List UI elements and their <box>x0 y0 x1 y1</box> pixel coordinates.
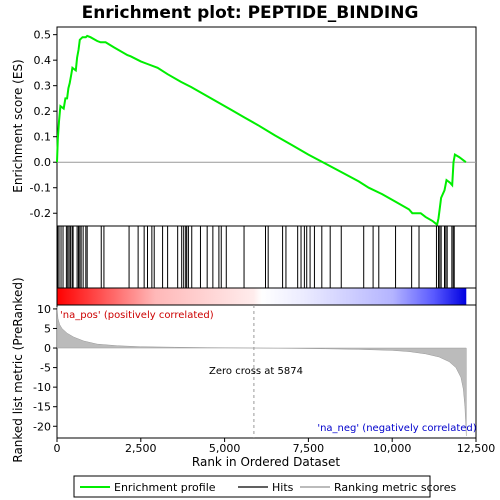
x-tick-label: 5,000 <box>209 442 241 455</box>
legend-metric-label: Ranking metric scores <box>334 481 456 494</box>
metric-ytick-label: -10 <box>33 381 51 394</box>
es-plot-frame <box>56 26 477 227</box>
metric-panel: -20 -15 -10 -5 0 5 10 'na_pos' (positively cor… <box>11 277 477 462</box>
metric-ytick-label: 0 <box>44 342 51 355</box>
chart-title: Enrichment plot: PEPTIDE_BINDING <box>82 3 419 23</box>
es-ytick-label: 0.4 <box>34 54 52 67</box>
zero-cross-label: Zero cross at 5874 <box>209 366 303 377</box>
legend: Enrichment profile Hits Ranking metric s… <box>73 475 456 498</box>
x-tick-label: 12,500 <box>457 442 496 455</box>
es-ytick-label: -0.1 <box>30 182 51 195</box>
na-neg-label: 'na_neg' (negatively correlated) <box>317 423 476 434</box>
x-tick-label: 2,500 <box>125 442 157 455</box>
x-tick-label: 10,000 <box>373 442 412 455</box>
es-ytick-label: 0.2 <box>34 105 52 118</box>
es-ytick-label: 0.5 <box>34 29 52 42</box>
es-panel: -0.2 -0.1 0.0 0.1 0.2 0.3 0.4 0.5 Enrichment sc… <box>11 26 477 227</box>
ranking-metric-area <box>56 306 467 437</box>
na-pos-label: 'na_pos' (positively correlated) <box>60 310 214 321</box>
es-ytick-label: 0.0 <box>34 156 52 169</box>
x-axis-label: Rank in Ordered Dataset <box>192 455 340 469</box>
es-axis-label: Enrichment score (ES) <box>11 59 25 192</box>
hits-panel <box>56 225 477 306</box>
metric-ytick-label: -20 <box>33 420 51 433</box>
metric-ytick-label: -5 <box>40 362 51 375</box>
metric-ytick-label: 5 <box>44 322 51 335</box>
metric-ytick-label: -15 <box>33 401 51 414</box>
enrichment-profile-line <box>56 34 467 227</box>
es-ytick-label: 0.3 <box>34 80 52 93</box>
x-axis: 0 2,500 5,000 7,500 10,000 12,500 <box>54 438 496 455</box>
legend-enrichment-label: Enrichment profile <box>114 481 216 494</box>
rank-color-bar <box>57 288 467 305</box>
metric-axis-label: Ranked list metric (PreRanked) <box>11 277 25 462</box>
x-tick-label: 0 <box>54 442 61 455</box>
es-ytick-label: 0.1 <box>34 131 52 144</box>
metric-ytick-label: 10 <box>37 303 51 316</box>
legend-hits-label: Hits <box>272 481 294 494</box>
hits-frame <box>56 225 477 289</box>
x-tick-label: 7,500 <box>293 442 325 455</box>
es-ytick-label: -0.2 <box>30 207 51 220</box>
metric-plot-frame <box>56 304 477 439</box>
